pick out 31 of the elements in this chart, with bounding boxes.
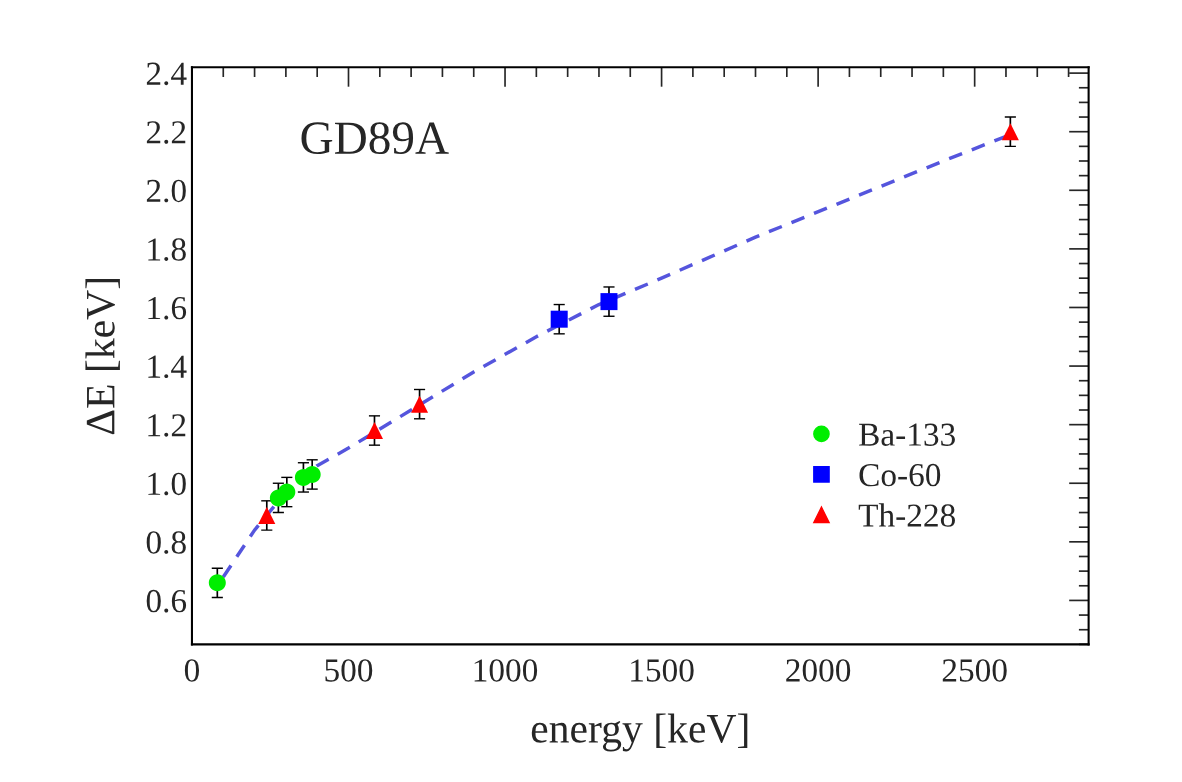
y-tick-label: 1.2 bbox=[148, 414, 186, 437]
y-tick-label: 2.0 bbox=[146, 179, 186, 203]
point bbox=[411, 395, 429, 413]
legend-label: Co-60 bbox=[859, 463, 941, 487]
point bbox=[1001, 123, 1019, 141]
annotation: GD89A bbox=[301, 122, 449, 155]
x-tick-label: 0 bbox=[184, 659, 200, 682]
y-axis-title: ΔE [keV] bbox=[85, 278, 120, 435]
x-tick-label: 1000 bbox=[474, 659, 538, 682]
x-tick-label: 1500 bbox=[631, 659, 694, 682]
point bbox=[600, 293, 618, 311]
point bbox=[303, 465, 321, 483]
x-tick-label: 2000 bbox=[786, 659, 851, 682]
legend-label: Ba-133 bbox=[859, 423, 955, 446]
y-tick-label: 0.6 bbox=[146, 589, 187, 613]
x-axis-title: energy [keV] bbox=[531, 713, 748, 752]
point bbox=[258, 506, 276, 524]
y-tick-label: 1.4 bbox=[148, 355, 187, 379]
point bbox=[278, 483, 296, 501]
y-tick-label: 1.8 bbox=[148, 238, 186, 261]
legend-label: Th-228 bbox=[858, 503, 955, 527]
point bbox=[365, 422, 383, 440]
y-tick-label: 2.2 bbox=[146, 121, 186, 144]
x-tick-label: 2500 bbox=[942, 659, 1007, 682]
point bbox=[208, 574, 226, 592]
x-tick-label: 500 bbox=[325, 659, 373, 682]
y-tick-label: 1.6 bbox=[148, 296, 187, 320]
y-tick-label: 0.8 bbox=[146, 531, 186, 554]
point bbox=[550, 310, 568, 328]
y-tick-label: 2.4 bbox=[146, 62, 187, 86]
y-tick-label: 1.0 bbox=[148, 472, 186, 496]
